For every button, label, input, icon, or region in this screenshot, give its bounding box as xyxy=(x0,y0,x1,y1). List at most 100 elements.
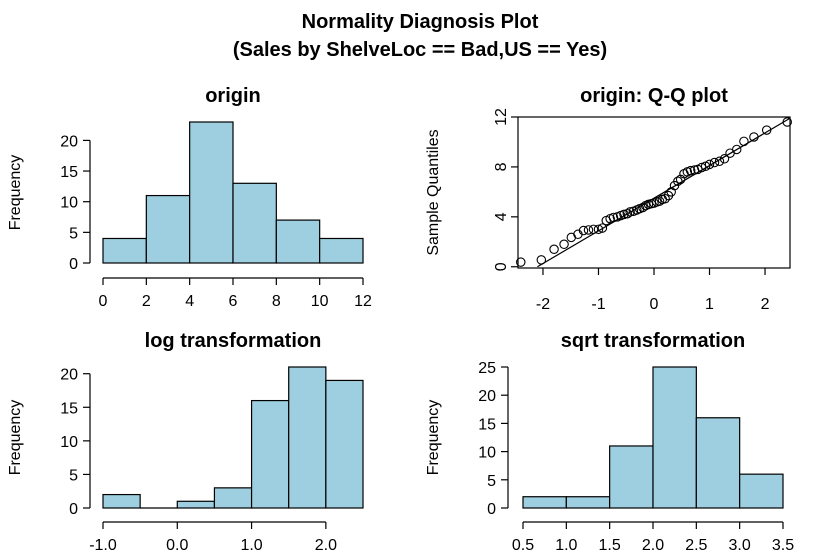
qq-point xyxy=(761,125,772,135)
x-tick-label: 1.5 xyxy=(599,537,621,554)
qq-point xyxy=(749,132,759,142)
x-tick-label: 2.5 xyxy=(685,537,707,554)
x-tick-label: -1.0 xyxy=(89,537,117,554)
qq-point xyxy=(638,202,648,213)
x-tick-label: 0 xyxy=(650,296,659,313)
y-axis-label: Frequency xyxy=(7,400,24,476)
histogram-bar xyxy=(145,194,191,264)
histogram-bar xyxy=(232,182,277,264)
qq-point xyxy=(588,224,599,235)
qq-point xyxy=(739,136,749,147)
y-tick-label: 5 xyxy=(487,473,496,490)
histogram-bar xyxy=(102,493,141,509)
histogram-bar xyxy=(275,219,321,264)
qq-point xyxy=(559,239,569,250)
x-tick-label: 0 xyxy=(99,293,108,310)
qq-point xyxy=(608,212,619,223)
y-tick-label: 15 xyxy=(60,400,78,417)
x-tick-label: 2.0 xyxy=(315,537,337,554)
histogram-bar xyxy=(695,417,741,509)
qq-point xyxy=(675,174,686,185)
panel-qq-plot: origin: Q-Q plot Sample Quantiles -2 -1 0 1 2 0… xyxy=(425,85,792,313)
qq-point xyxy=(685,165,696,176)
x-tick-label: -2 xyxy=(536,296,550,313)
histogram-bar xyxy=(652,366,697,509)
qq-point xyxy=(673,176,683,187)
qq-point xyxy=(782,117,792,127)
qq-point xyxy=(719,154,730,164)
x-tick-label: 3.5 xyxy=(772,537,794,554)
panel-log-histogram: log transformation Frequency -1.0 0.0 1.0 2.0… xyxy=(7,330,364,554)
qq-point xyxy=(549,244,559,255)
qq-point xyxy=(597,223,608,233)
y-tick-label: 20 xyxy=(60,367,78,384)
histogram-bar xyxy=(609,445,654,509)
histogram-bar xyxy=(213,487,253,509)
qq-point xyxy=(516,257,526,267)
y-tick-label: 8 xyxy=(493,162,510,171)
qq-point xyxy=(660,193,670,204)
y-axis: 0 4 8 12 xyxy=(493,108,518,271)
x-tick-label: 12 xyxy=(354,293,372,310)
x-tick-label: 10 xyxy=(311,293,329,310)
x-tick-label: -1 xyxy=(591,296,605,313)
y-axis-label: Frequency xyxy=(425,400,442,476)
qq-point xyxy=(593,224,604,235)
panel-title: log transformation xyxy=(145,330,322,352)
qq-point xyxy=(654,196,665,206)
qq-point xyxy=(704,159,715,170)
histogram-bar xyxy=(288,366,327,509)
panel-sqrt-histogram: sqrt transformation Frequency 0.5 1.0 1.5 2.0… xyxy=(425,330,794,554)
x-tick-label: 6 xyxy=(229,293,238,310)
histogram-bar xyxy=(325,379,364,509)
y-axis: 0 5 10 15 20 25 xyxy=(478,360,509,518)
qq-point xyxy=(536,255,547,265)
figure-title-line2: (Sales by ShelveLoc == Bad,US == Yes) xyxy=(233,39,607,61)
panel-origin-histogram: origin Frequency 0 2 4 6 8 10 12 0 5 10 15 20 xyxy=(7,85,372,310)
y-tick-label: 0 xyxy=(69,256,78,273)
x-tick-label: 8 xyxy=(272,293,281,310)
histogram-bar xyxy=(189,121,234,264)
qq-point xyxy=(709,157,720,168)
y-tick-label: 4 xyxy=(493,212,510,221)
histogram-bar xyxy=(176,500,216,509)
y-tick-label: 15 xyxy=(478,416,496,433)
figure-title-line1: Normality Diagnosis Plot xyxy=(302,11,539,33)
x-tick-label: 1.0 xyxy=(555,537,577,554)
qq-point xyxy=(731,144,742,155)
y-tick-label: 0 xyxy=(493,262,510,271)
x-tick-label: 0.5 xyxy=(512,537,534,554)
y-tick-label: 5 xyxy=(69,225,78,242)
histogram-bar xyxy=(565,496,611,509)
histogram-bar xyxy=(319,237,364,264)
y-tick-label: 20 xyxy=(60,133,78,150)
plot-frame xyxy=(517,116,791,269)
qq-point xyxy=(622,208,633,219)
histogram-bar xyxy=(522,496,567,509)
y-tick-label: 10 xyxy=(60,434,78,451)
y-tick-label: 5 xyxy=(69,467,78,484)
y-tick-label: 25 xyxy=(478,360,496,377)
y-tick-label: 0 xyxy=(69,501,78,518)
x-tick-label: 4 xyxy=(185,293,194,310)
y-axis-label: Frequency xyxy=(7,155,24,231)
x-tick-label: 1 xyxy=(705,296,714,313)
panel-title: origin: Q-Q plot xyxy=(580,85,728,107)
histogram-bar xyxy=(102,237,147,264)
y-axis-label: Sample Quantiles xyxy=(425,129,442,255)
panel-title: origin xyxy=(205,85,261,107)
y-tick-label: 10 xyxy=(478,445,496,462)
x-tick-label: 3.0 xyxy=(729,537,751,554)
qq-point xyxy=(714,156,725,167)
x-axis: 0.5 1.0 1.5 2.0 2.5 3.0 3.5 xyxy=(512,521,794,554)
y-axis: 0 5 10 15 20 xyxy=(60,133,91,273)
x-axis: -1.0 0.0 1.0 2.0 xyxy=(89,521,337,554)
histogram-bar xyxy=(739,473,784,509)
x-tick-label: 2.0 xyxy=(642,537,664,554)
y-tick-label: 10 xyxy=(60,195,78,212)
x-tick-label: 1.0 xyxy=(240,537,262,554)
qq-point xyxy=(583,225,594,235)
x-tick-label: 2 xyxy=(761,296,770,313)
panel-title: sqrt transformation xyxy=(561,330,745,352)
